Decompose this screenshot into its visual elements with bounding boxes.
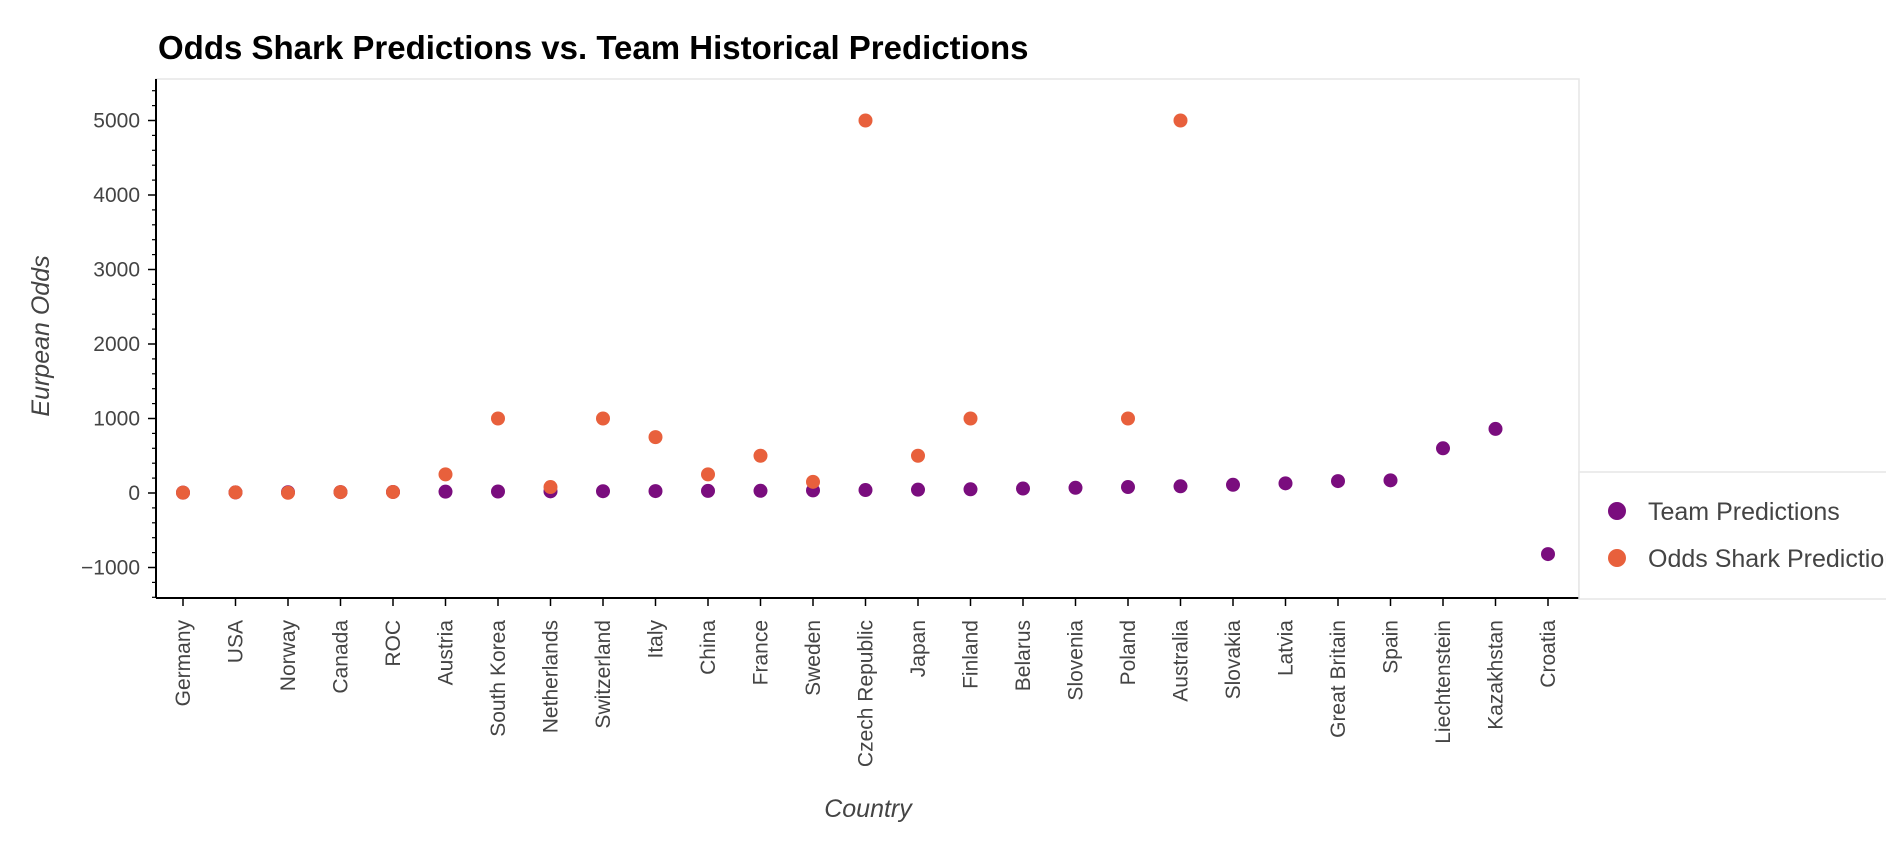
point-team-predictions-switzerland [596, 484, 610, 499]
legend: Team Predictions Odds Shark Predictions [1578, 471, 1886, 600]
point-team-predictions-france [753, 483, 768, 498]
point-team-predictions-croatia [1541, 547, 1555, 562]
x-tick-label-slovenia: Slovenia [1065, 620, 1088, 701]
x-tick-label-canada: Canada [330, 620, 353, 694]
x-tick-label-germany: Germany [172, 620, 195, 707]
x-tick-label-slovakia: Slovakia [1222, 620, 1245, 700]
legend-label-team-predictions: Team Predictions [1648, 498, 1840, 526]
x-tick-label-belarus: Belarus [1012, 620, 1035, 691]
x-tick-label-austria: Austria [435, 620, 458, 686]
y-tick-label: 1000 [93, 408, 140, 431]
x-tick-label-finland: Finland [960, 620, 983, 689]
x-tick-label-roc: ROC [382, 620, 405, 667]
y-tick-label: −1000 [81, 557, 140, 580]
x-tick-label-usa: USA [225, 620, 248, 663]
legend-frame [1578, 471, 1886, 600]
y-tick-label: 0 [128, 482, 140, 505]
point-team-predictions-liechtenstein [1436, 441, 1450, 456]
point-odds-shark-predictions-china [701, 467, 715, 482]
x-tick-label-australia: Australia [1170, 620, 1193, 702]
point-team-predictions-czech-republic [858, 483, 873, 498]
point-team-predictions-austria [438, 484, 453, 499]
point-odds-shark-predictions-germany [176, 485, 190, 500]
x-tick-label-liechtenstein: Liechtenstein [1432, 620, 1455, 744]
x-tick-label-great-britain: Great Britain [1327, 620, 1350, 738]
point-odds-shark-predictions-poland [1121, 411, 1135, 426]
x-tick-label-croatia: Croatia [1537, 620, 1560, 688]
point-odds-shark-predictions-australia [1173, 113, 1188, 128]
point-odds-shark-predictions-usa [228, 485, 243, 500]
x-tick-label-china: China [697, 620, 720, 675]
x-tick-label-south-korea: South Korea [487, 620, 510, 737]
point-odds-shark-predictions-france [753, 448, 768, 463]
point-team-predictions-japan [911, 482, 925, 497]
legend-marker-team-predictions [1608, 502, 1626, 520]
x-tick-label-japan: Japan [907, 620, 930, 677]
point-team-predictions-slovakia [1226, 477, 1240, 492]
x-axis-label: Country [824, 795, 913, 823]
point-team-predictions-slovenia [1068, 480, 1083, 495]
point-odds-shark-predictions-canada [333, 485, 348, 500]
point-team-predictions-italy [648, 484, 663, 499]
x-tick-label-poland: Poland [1117, 620, 1140, 685]
plot-frame [155, 78, 1580, 599]
x-tick-label-netherlands: Netherlands [540, 620, 563, 733]
point-team-predictions-poland [1121, 480, 1135, 495]
x-tick-label-italy: Italy [645, 620, 668, 659]
point-odds-shark-predictions-austria [438, 467, 453, 482]
x-tick-label-switzerland: Switzerland [592, 620, 615, 729]
point-odds-shark-predictions-czech-republic [858, 113, 873, 128]
legend-label-odds-shark-predictions: Odds Shark Predictions [1648, 545, 1886, 573]
data-points [176, 113, 1555, 562]
chart-title: Odds Shark Predictions vs. Team Historic… [158, 29, 1029, 66]
x-tick-label-france: France [750, 620, 773, 685]
y-axis-label: Eurpean Odds [27, 255, 55, 416]
point-odds-shark-predictions-sweden [806, 474, 820, 489]
y-tick-label: 3000 [93, 259, 140, 282]
point-team-predictions-china [701, 483, 715, 498]
point-odds-shark-predictions-norway [281, 485, 295, 500]
point-odds-shark-predictions-roc [386, 485, 400, 500]
y-tick-label: 2000 [93, 333, 140, 356]
x-tick-label-latvia: Latvia [1275, 620, 1298, 676]
x-tick-label-spain: Spain [1380, 620, 1403, 674]
point-team-predictions-great-britain [1331, 474, 1345, 489]
y-tick-label: 4000 [93, 184, 140, 207]
x-axis: Germany USA Norway Canada ROC Austria South Ko… [156, 597, 1579, 767]
point-odds-shark-predictions-japan [911, 448, 925, 463]
point-team-predictions-spain [1383, 473, 1398, 488]
point-team-predictions-belarus [1016, 481, 1030, 496]
point-team-predictions-finland [963, 482, 978, 497]
x-tick-label-czech-republic: Czech Republic [855, 620, 878, 767]
point-team-predictions-latvia [1278, 476, 1293, 491]
point-odds-shark-predictions-italy [648, 430, 663, 445]
point-odds-shark-predictions-finland [963, 411, 978, 426]
x-tick-label-sweden: Sweden [802, 620, 825, 696]
point-odds-shark-predictions-netherlands [543, 480, 558, 495]
legend-marker-odds-shark-predictions [1608, 549, 1626, 567]
y-tick-label: 5000 [93, 110, 140, 133]
x-tick-label-kazakhstan: Kazakhstan [1485, 620, 1508, 730]
point-team-predictions-australia [1173, 479, 1188, 494]
x-tick-label-norway: Norway [277, 620, 300, 692]
y-axis: −1000 0 1000 2000 3000 4000 5000 [81, 79, 157, 598]
point-team-predictions-kazakhstan [1488, 421, 1503, 436]
point-odds-shark-predictions-south-korea [491, 411, 505, 426]
point-odds-shark-predictions-switzerland [596, 411, 610, 426]
point-team-predictions-south-korea [491, 484, 505, 499]
